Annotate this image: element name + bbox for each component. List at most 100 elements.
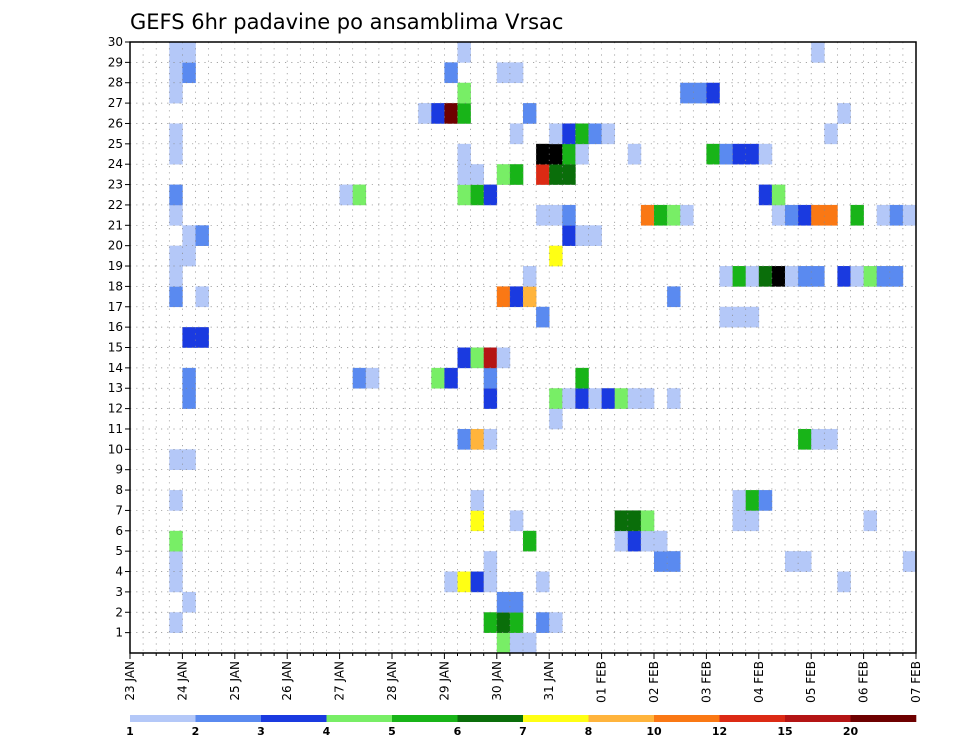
heatmap-cell-m25-s45 <box>719 143 733 165</box>
legend-swatch <box>130 715 196 722</box>
heatmap-cell-m13-s37 <box>614 388 629 409</box>
y-tick-label: 17 <box>108 300 123 314</box>
heatmap-cell-m2-s32 <box>549 612 563 633</box>
heatmap-cell-m13-s41 <box>667 388 681 409</box>
heatmap-cell-m14-s34 <box>575 367 589 389</box>
heatmap-cell-m24-s33 <box>562 164 576 185</box>
heatmap-cell-m22-s51 <box>798 204 812 226</box>
heatmap-cell-m4-s26 <box>470 571 484 593</box>
y-tick-label: 10 <box>108 442 123 456</box>
legend-label: 10 <box>646 725 662 738</box>
x-tick-label: 24 JAN <box>175 661 189 701</box>
heatmap-cell-m5-s51 <box>798 551 812 572</box>
heatmap-cell-m4-s25 <box>457 571 471 593</box>
heatmap-cell-m5-s3 <box>169 551 183 572</box>
heatmap-cell-m7-s39 <box>640 510 655 532</box>
y-tick-label: 5 <box>115 544 123 558</box>
legend-label: 20 <box>843 725 859 738</box>
heatmap-cell-m30-s25 <box>457 42 471 63</box>
x-tick-label: 04 FEB <box>752 661 766 703</box>
y-tick-label: 26 <box>108 116 123 130</box>
heatmap-cell-m21-s35 <box>588 225 602 246</box>
y-tick-label: 7 <box>115 503 123 517</box>
heatmap-cell-m24-s32 <box>549 164 563 185</box>
heatmap-cell-m21-s33 <box>562 225 576 246</box>
heatmap-cell-m27-s25 <box>457 103 471 124</box>
heatmap-cell-m14-s4 <box>182 367 196 389</box>
heatmap-cell-m26-s33 <box>562 123 576 145</box>
heatmap-cell-m22-s3 <box>169 204 183 226</box>
heatmap-cell-m19-s57 <box>876 266 891 287</box>
heatmap-cell-m19-s50 <box>785 266 799 287</box>
heatmap-cell-m14-s27 <box>483 367 498 389</box>
legend-label: 1 <box>126 725 134 738</box>
heatmap-cell-m13-s32 <box>549 388 563 409</box>
heatmap-cell-m7-s47 <box>745 510 760 532</box>
heatmap-cell-m25-s25 <box>457 143 471 165</box>
legend-label: 15 <box>777 725 792 738</box>
legend-swatch <box>326 715 393 722</box>
heatmap-cell-m19-s52 <box>811 266 825 287</box>
heatmap-cell-m21-s34 <box>575 225 589 246</box>
legend-swatch <box>654 715 720 722</box>
heatmap-cell-m1-s29 <box>509 632 524 654</box>
heatmap-cell-m2-s31 <box>536 612 550 633</box>
heatmap-cell-m2-s3 <box>169 612 183 633</box>
y-tick-label: 23 <box>108 178 123 192</box>
heatmap-cell-m20-s3 <box>169 245 183 267</box>
heatmap-cell-m7-s29 <box>509 510 524 532</box>
heatmap-cell-m16-s5 <box>195 327 209 348</box>
heatmap-cell-m19-s55 <box>850 266 864 287</box>
grid-lines <box>130 42 916 653</box>
legend-swatch <box>457 715 524 722</box>
x-tick-label: 31 JAN <box>542 661 556 701</box>
legend-swatch <box>785 715 851 722</box>
y-axis: 1234567891011121314151617181920212223242… <box>108 35 130 640</box>
legend-swatch <box>392 715 458 722</box>
heatmap-cell-m22-s33 <box>562 204 576 226</box>
legend-swatch <box>719 715 786 722</box>
heatmap-cell-m25-s3 <box>169 143 183 165</box>
heatmap-cell-m25-s44 <box>706 143 720 165</box>
heatmap-cell-m23-s16 <box>339 184 353 206</box>
heatmap-cell-m18-s3 <box>169 286 183 308</box>
heatmap-cell-m26-s53 <box>824 123 838 145</box>
heatmap-cell-m19-s51 <box>798 266 812 287</box>
x-tick-label: 05 FEB <box>804 661 818 703</box>
heatmap-cell-m4-s54 <box>837 571 851 593</box>
heatmap-cell-m16-s4 <box>182 327 196 348</box>
heatmap-cell-m6-s30 <box>523 530 537 552</box>
heatmap-cell-m22-s52 <box>811 204 825 226</box>
chart-title: GEFS 6hr padavine po ansamblima Vrsac <box>130 10 563 34</box>
heatmap-cell-m10-s4 <box>182 449 196 470</box>
heatmap-cell-m22-s50 <box>785 204 799 226</box>
y-tick-label: 13 <box>108 381 123 395</box>
x-tick-label: 03 FEB <box>699 661 713 703</box>
heatmap-cell-m19-s46 <box>732 266 746 287</box>
heatmap-cell-m14-s23 <box>431 367 445 389</box>
legend-swatch <box>588 715 655 722</box>
legend-label: 7 <box>519 725 527 738</box>
heatmap-cell-m15-s28 <box>496 347 511 369</box>
heatmap-cell-m25-s46 <box>732 143 746 165</box>
legend-label: 8 <box>585 725 593 738</box>
y-tick-label: 25 <box>108 137 123 151</box>
legend-label: 4 <box>323 725 331 738</box>
heatmap-cell-m7-s37 <box>614 510 629 532</box>
heatmap-cell-m26-s3 <box>169 123 183 145</box>
heatmap-cell-m18-s5 <box>195 286 209 308</box>
heatmap-cell-m13-s33 <box>562 388 576 409</box>
heatmap-cell-m7-s38 <box>627 510 642 532</box>
heatmap-cell-m19-s45 <box>719 266 733 287</box>
heatmap-cell-m2-s28 <box>496 612 511 633</box>
heatmap-cell-m17-s46 <box>732 306 746 328</box>
y-tick-label: 4 <box>115 565 123 579</box>
heatmap-cell-m8-s46 <box>732 490 746 511</box>
heatmap-cell-m24-s29 <box>509 164 524 185</box>
heatmap-cell-m24-s25 <box>457 164 471 185</box>
heatmap-cell-m6-s39 <box>640 530 655 552</box>
heatmap-cell-m25-s48 <box>758 143 773 165</box>
y-tick-label: 6 <box>115 524 123 538</box>
x-tick-label: 23 JAN <box>123 661 137 701</box>
